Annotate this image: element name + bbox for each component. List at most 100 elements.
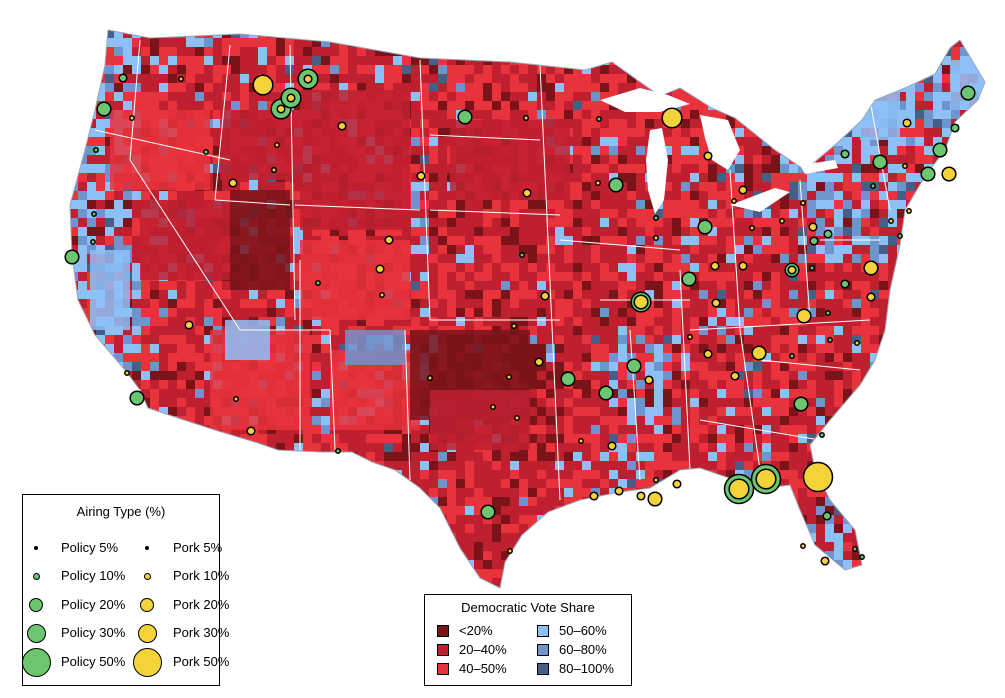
policy-airing-marker <box>519 252 525 258</box>
policy-airing-marker <box>809 265 815 271</box>
pork-airing-marker <box>906 208 912 214</box>
airing-legend-title: Airing Type (%) <box>76 504 166 519</box>
pork-airing-marker <box>755 468 777 490</box>
pork-airing-marker <box>820 556 830 566</box>
policy-legend-label: Policy 5% <box>61 540 119 555</box>
pork-legend-label: Pork 5% <box>173 540 223 555</box>
pork-legend-symbol <box>132 647 162 677</box>
pork-airing-marker <box>427 375 433 381</box>
pork-airing-marker <box>337 121 347 131</box>
pork-airing-marker <box>710 261 720 271</box>
vote-bin-label: 80–100% <box>559 661 614 676</box>
pork-airing-marker <box>228 178 238 188</box>
pork-airing-marker <box>522 188 532 198</box>
policy-airing-marker <box>90 239 96 245</box>
lake-superior <box>600 88 690 112</box>
policy-airing-marker <box>809 236 819 246</box>
vote-swatch <box>537 663 549 675</box>
pork-airing-marker <box>644 375 654 385</box>
policy-airing-marker <box>870 183 876 189</box>
policy-airing-marker <box>960 85 976 101</box>
policy-airing-marker <box>872 154 888 170</box>
policy-airing-marker <box>697 219 713 235</box>
pork-airing-marker <box>276 104 286 114</box>
pork-airing-marker <box>730 371 740 381</box>
pork-airing-marker <box>490 404 496 410</box>
policy-airing-marker <box>819 432 825 438</box>
pork-airing-marker <box>384 235 394 245</box>
lake-huron <box>700 115 740 170</box>
pork-legend-label: Pork 20% <box>173 597 230 612</box>
pork-airing-marker <box>863 260 879 276</box>
airing-type-legend: Airing Type (%) Policy 5% Policy 10% Polic… <box>21 494 229 686</box>
policy-airing-marker <box>950 123 960 133</box>
policy-airing-marker <box>897 233 903 239</box>
pork-airing-marker <box>800 543 806 549</box>
policy-airing-marker <box>793 396 809 412</box>
pork-legend-symbol <box>140 598 154 612</box>
pork-airing-marker <box>534 357 544 367</box>
pork-airing-marker <box>796 308 812 324</box>
vote-bin-label: <20% <box>459 623 493 638</box>
pork-airing-marker <box>514 415 520 421</box>
pork-airing-marker <box>800 200 806 206</box>
policy-airing-marker <box>118 73 128 83</box>
vote-bin-label: 60–80% <box>559 642 607 657</box>
policy-airing-marker <box>315 280 321 286</box>
policy-airing-marker <box>596 116 602 122</box>
pork-airing-marker <box>687 334 693 340</box>
lake-ontario <box>800 160 838 174</box>
pork-airing-marker <box>607 441 617 451</box>
pork-airing-marker <box>507 548 513 554</box>
policy-airing-marker <box>129 390 145 406</box>
policy-airing-marker <box>852 546 858 552</box>
pork-airing-marker <box>902 163 908 169</box>
policy-legend-label: Policy 50% <box>61 654 126 669</box>
pork-airing-marker <box>523 115 529 121</box>
pork-legend-label: Pork 50% <box>173 654 230 669</box>
pork-airing-marker <box>738 261 748 271</box>
pork-airing-marker <box>184 320 194 330</box>
policy-airing-marker <box>825 310 831 316</box>
policy-airing-marker <box>822 511 832 521</box>
us-outline <box>69 29 986 589</box>
pork-airing-marker <box>379 292 385 298</box>
pork-airing-marker <box>749 225 755 231</box>
airing-markers <box>64 68 976 566</box>
policy-airing-marker <box>96 101 112 117</box>
pork-airing-marker <box>636 491 646 501</box>
pork-airing-marker <box>246 426 256 436</box>
policy-legend-symbol <box>21 647 51 677</box>
pork-airing-marker <box>614 486 624 496</box>
pork-airing-marker <box>728 478 750 500</box>
policy-airing-marker <box>827 337 833 343</box>
policy-airing-marker <box>932 142 948 158</box>
policy-legend-symbol <box>29 598 43 612</box>
pork-airing-marker <box>703 151 713 161</box>
vote-bin-label: 40–50% <box>459 661 507 676</box>
vote-swatch <box>437 663 449 675</box>
pork-airing-marker <box>787 265 797 275</box>
policy-airing-marker <box>560 371 576 387</box>
pork-airing-marker <box>633 294 649 310</box>
pork-airing-marker <box>703 349 713 359</box>
lake-erie <box>730 188 790 212</box>
pork-airing-marker <box>751 345 767 361</box>
lake-michigan <box>646 128 668 214</box>
pork-airing-marker <box>578 438 584 444</box>
policy-legend-label: Policy 20% <box>61 597 126 612</box>
pork-airing-marker <box>888 218 894 224</box>
policy-airing-marker <box>859 554 865 560</box>
pork-legend-symbol <box>137 623 157 643</box>
policy-airing-marker <box>93 147 99 153</box>
policy-airing-marker <box>840 279 850 289</box>
pork-airing-marker <box>661 107 683 129</box>
pork-airing-marker <box>731 198 737 204</box>
policy-legend-symbol <box>32 572 40 580</box>
pork-airing-marker <box>589 491 599 501</box>
policy-airing-marker <box>598 385 614 401</box>
vote-swatch <box>437 644 449 656</box>
pork-airing-marker <box>854 340 860 346</box>
policy-airing-marker <box>789 353 795 359</box>
